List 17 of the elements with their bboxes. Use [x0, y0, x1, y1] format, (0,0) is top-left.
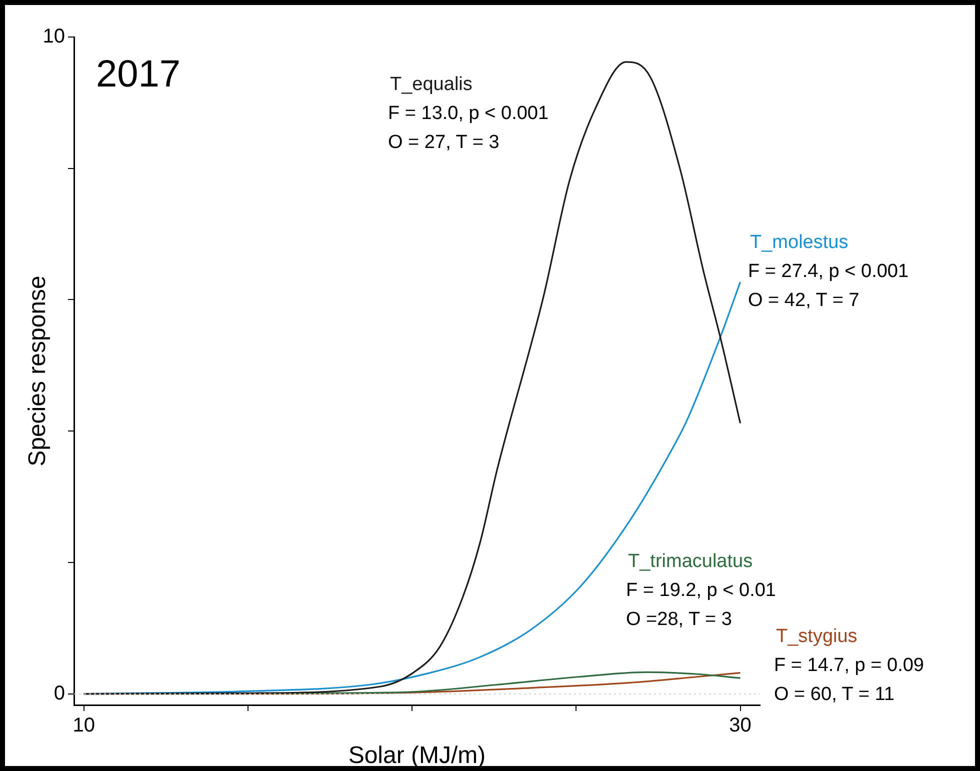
annotation: F = 19.2, p < 0.01 — [626, 580, 776, 602]
text: F = 14.7, p = 0.09 — [774, 655, 924, 676]
annotation: O = 42, T = 7 — [748, 290, 860, 312]
y-tick-label: 0 — [54, 682, 65, 704]
annotation: F = 27.4, p < 0.001 — [748, 261, 909, 282]
x-tick-label: 30 — [729, 714, 752, 737]
text: T_equalis — [390, 74, 472, 96]
annotation: O =28, T = 3 — [626, 609, 732, 630]
annotation: 2017 — [96, 53, 181, 96]
text: O = 60, T = 11 — [774, 684, 894, 706]
annotation: F = 13.0, p < 0.001 — [388, 103, 549, 124]
text: T_trimaculatus — [628, 551, 753, 572]
y-axis-title: Species response — [24, 276, 52, 466]
series-label: T_molestus — [750, 232, 848, 254]
x-axis-title: Solar (MJ/m) — [348, 742, 486, 770]
text: T_stygius — [776, 626, 858, 648]
annotation: O = 27, T = 3 — [388, 132, 500, 154]
